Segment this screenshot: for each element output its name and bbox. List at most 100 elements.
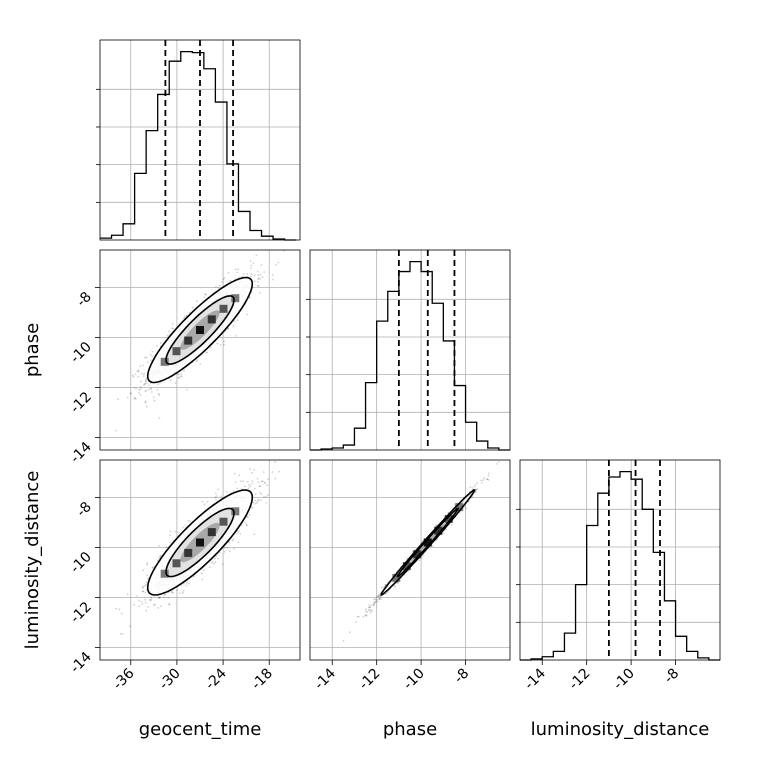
density-geocent-luminosity-point-362 [145, 583, 147, 586]
hist-luminosity-bin-3 [553, 651, 564, 660]
density-geocent-phase-point-1205 [177, 373, 179, 376]
density-phase-luminosity-point-762 [474, 491, 477, 494]
density-geocent-phase-point-566 [233, 320, 236, 323]
density-phase-luminosity-contour-outer [380, 489, 476, 596]
density-phase-luminosity-point-75 [368, 609, 371, 612]
density-geocent-phase-point-220 [222, 278, 225, 281]
density-geocent-luminosity-point-204 [157, 607, 160, 609]
density-geocent-luminosity-point-365 [244, 522, 247, 524]
density-geocent-luminosity-point-1208 [172, 592, 175, 594]
density-geocent-phase-point-406 [272, 278, 274, 281]
density-geocent-luminosity-point-389 [151, 566, 154, 569]
density-geocent-luminosity-point-415 [203, 569, 205, 572]
density-geocent-phase-point-1299 [177, 376, 180, 379]
density-geocent-phase-point-1099 [129, 392, 132, 395]
density-geocent-phase-point-760 [138, 388, 141, 391]
density-geocent-phase-point-809 [143, 384, 145, 386]
density-geocent-phase-point-1300 [153, 399, 156, 402]
density-geocent-luminosity-point-909 [144, 599, 146, 601]
hist-phase-bin-10 [421, 272, 432, 450]
density-phase-luminosity-point-625 [474, 490, 477, 493]
density-geocent-luminosity-point-1056 [142, 585, 145, 588]
density-phase-luminosity-contour-inner [396, 507, 459, 578]
density-geocent-luminosity-point-999 [142, 569, 145, 572]
density-phase-luminosity-point-7 [482, 479, 485, 481]
density-geocent-luminosity-point-741 [151, 567, 154, 569]
density-geocent-phase-density-block-6 [231, 294, 240, 303]
density-geocent-phase-point-788 [249, 275, 252, 278]
density-phase-luminosity-point-198 [379, 597, 381, 600]
density-geocent-phase-point-1229 [177, 373, 180, 376]
density-geocent-luminosity-point-752 [248, 514, 251, 516]
density-geocent-luminosity-point-240 [214, 561, 217, 563]
hist-phase-bin-8 [399, 272, 410, 450]
density-geocent-luminosity-density-block-3 [196, 538, 204, 547]
density-phase-luminosity-point-1104 [373, 603, 375, 605]
density-geocent-phase-point-1316 [249, 267, 252, 270]
density-phase-luminosity-point-559 [487, 479, 490, 481]
density-geocent-phase-point-637 [275, 264, 278, 266]
density-geocent-luminosity-point-304 [215, 495, 218, 498]
frames-layer [99, 39, 721, 661]
density-geocent-phase-point-87 [131, 374, 134, 377]
density-phase-luminosity-point-25 [407, 569, 410, 572]
density-geocent-luminosity-density-block-2 [184, 548, 193, 557]
density-geocent-phase-point-785 [257, 285, 260, 287]
density-geocent-luminosity-point-252 [174, 530, 177, 533]
density-geocent-luminosity-point-870 [158, 596, 161, 599]
hist-geocent-bin-6 [169, 61, 181, 240]
density-geocent-phase-frame [99, 249, 301, 451]
density-geocent-phase-point-1102 [183, 369, 186, 372]
density-geocent-luminosity-frame [99, 459, 301, 661]
density-geocent-phase-point-768 [172, 327, 174, 330]
density-geocent-phase-point-288 [133, 386, 136, 389]
density-geocent-luminosity-point-147 [214, 496, 217, 499]
density-geocent-phase-point-953 [257, 280, 259, 283]
density-geocent-phase-point-522 [155, 345, 158, 347]
density-geocent-luminosity-point-1295 [263, 495, 265, 498]
density-phase-luminosity-point-127 [380, 598, 383, 601]
density-geocent-luminosity-point-1019 [246, 524, 248, 527]
density-geocent-luminosity-point-1184 [212, 562, 215, 565]
density-phase-luminosity-point-568 [369, 606, 372, 609]
hist-geocent-bin-3 [135, 173, 147, 240]
density-phase-luminosity-point-993 [365, 614, 367, 616]
density-geocent-luminosity-point-929 [234, 481, 237, 484]
density-geocent-luminosity-point-1235 [170, 591, 173, 593]
density-geocent-phase-point-336 [150, 387, 152, 389]
density-phase-luminosity-point-770 [370, 604, 372, 607]
density-phase-luminosity-point-1223 [373, 602, 376, 605]
density-geocent-phase-point-1164 [139, 380, 142, 383]
xlabel-geocent-time: geocent_time [139, 719, 262, 740]
hist-geocent-bin-5 [158, 94, 170, 240]
density-geocent-luminosity-point-588 [201, 578, 204, 581]
hist-geocent-bin-1 [112, 235, 124, 240]
density-geocent-phase-point-1367 [203, 296, 206, 299]
density-geocent-luminosity-point-99 [141, 586, 144, 589]
hist-phase-bin-6 [377, 321, 388, 450]
hist-luminosity-bin-13 [664, 601, 675, 660]
hist-luminosity-bin-4 [564, 633, 575, 660]
density-phase-luminosity-point-18 [376, 598, 378, 601]
hist-geocent-bin-12 [238, 211, 250, 240]
density-geocent-phase-point-531 [151, 350, 154, 353]
density-phase-luminosity-point-217 [372, 604, 375, 607]
density-geocent-phase-point-769 [172, 323, 174, 325]
density-geocent-phase-point-331 [170, 379, 172, 382]
density-geocent-luminosity-point-737 [160, 605, 162, 608]
density-geocent-luminosity-point-557 [157, 597, 160, 599]
density-geocent-luminosity-point-388 [201, 501, 204, 503]
density-phase-luminosity-point-1020 [475, 488, 478, 491]
marks-layer [100, 40, 720, 661]
density-phase-luminosity-point-72 [421, 555, 424, 557]
density-geocent-luminosity-point-92 [214, 492, 217, 495]
density-geocent-luminosity-point-529 [246, 481, 249, 483]
density-geocent-phase-point-891 [135, 397, 137, 400]
density-geocent-luminosity-point-207 [247, 516, 249, 519]
density-geocent-luminosity-point-39 [163, 596, 165, 598]
density-geocent-luminosity-point-312 [120, 612, 123, 615]
density-geocent-phase-point-826 [132, 375, 135, 378]
density-geocent-luminosity-point-1044 [209, 566, 211, 569]
axis-phase-y-ytick-label-1: -10 [67, 339, 94, 366]
density-geocent-phase-point-247 [142, 364, 145, 367]
